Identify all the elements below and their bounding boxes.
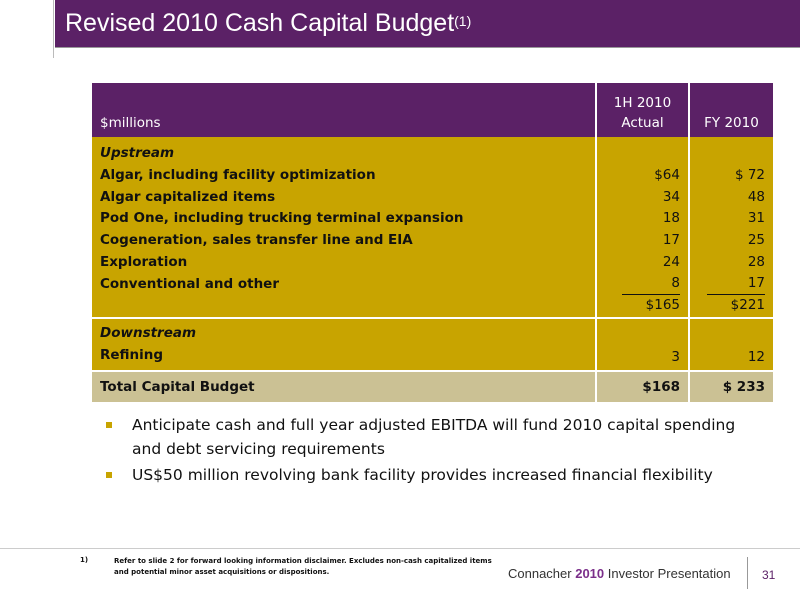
total-fy-value: $ 233: [688, 370, 773, 403]
row-label: Algar capitalized items: [92, 186, 596, 209]
bullet-item: US$50 million revolving bank facility pr…: [106, 463, 766, 487]
square-bullet-icon: [106, 422, 112, 428]
section-heading-upstream: Upstream: [92, 137, 596, 165]
row-fy-value: 17: [688, 273, 773, 296]
row-1h-value: 17: [595, 229, 689, 252]
row-label: Refining: [92, 344, 596, 372]
row-fy-value: 25: [688, 229, 773, 252]
title-bar: [55, 0, 800, 47]
row-label: Pod One, including trucking terminal exp…: [92, 208, 596, 230]
row-fy-value: 48: [688, 186, 773, 209]
row-fy-value: $ 72: [688, 164, 773, 187]
table-row: Exploration 24 28: [92, 251, 773, 274]
table-row: Cogeneration, sales transfer line and EI…: [92, 229, 773, 252]
bullet-item: Anticipate cash and full year adjusted E…: [106, 413, 766, 461]
row-fy-value: 28: [688, 251, 773, 274]
page-number: 31: [762, 568, 776, 582]
total-label: Total Capital Budget: [92, 370, 596, 403]
row-label: Conventional and other: [92, 273, 596, 296]
header-fy-2010: FY 2010: [688, 83, 773, 137]
row-fy-value: 12: [688, 344, 773, 372]
upstream-subtotal-row: $165 $221: [92, 295, 773, 318]
title-underline: [55, 47, 800, 48]
left-vertical-rule: [53, 0, 54, 58]
section-heading-row: Upstream: [92, 137, 773, 165]
table-row: Algar capitalized items 34 48: [92, 186, 773, 209]
header-1h-2010: 1H 2010 Actual: [595, 83, 689, 137]
bullet-list: Anticipate cash and full year adjusted E…: [106, 413, 766, 487]
section-heading-downstream: Downstream: [92, 316, 596, 345]
subtotal-1h-value: $165: [595, 295, 689, 318]
row-label: Exploration: [92, 251, 596, 274]
table-row: Pod One, including trucking terminal exp…: [92, 208, 773, 230]
footer-brand: Connacher 2010 Investor Presentation: [508, 566, 731, 581]
title-footnote-ref: (1): [454, 13, 472, 29]
row-1h-value: 3: [595, 344, 689, 372]
row-1h-value: 8: [595, 273, 689, 296]
row-1h-value: 18: [595, 208, 689, 230]
footnote-number: 1): [80, 556, 89, 564]
slide-title: Revised 2010 Cash Capital Budget(1): [65, 9, 472, 37]
row-1h-value: 34: [595, 186, 689, 209]
square-bullet-icon: [106, 472, 112, 478]
footer-rule: [0, 548, 800, 549]
capital-budget-table: $millions 1H 2010 Actual FY 2010 Upstream…: [92, 83, 773, 403]
row-label: Algar, including facility optimization: [92, 164, 596, 187]
section-heading-row: Downstream: [92, 316, 773, 345]
table-row: Refining 3 12: [92, 344, 773, 372]
header-units: $millions: [92, 83, 596, 137]
total-row: Total Capital Budget $168 $ 233: [92, 370, 773, 403]
row-1h-value: 24: [595, 251, 689, 274]
total-1h-value: $168: [595, 370, 689, 403]
table-row: Algar, including facility optimization $…: [92, 164, 773, 187]
subtotal-fy-value: $221: [688, 295, 773, 318]
footnote-text: Refer to slide 2 for forward looking inf…: [114, 557, 492, 576]
table-row: Conventional and other 8 17: [92, 273, 773, 296]
row-1h-value: $64: [595, 164, 689, 187]
row-label: Cogeneration, sales transfer line and EI…: [92, 229, 596, 252]
footer-divider: [747, 557, 748, 589]
row-fy-value: 31: [688, 208, 773, 230]
table-header-row: $millions 1H 2010 Actual FY 2010: [92, 83, 773, 137]
